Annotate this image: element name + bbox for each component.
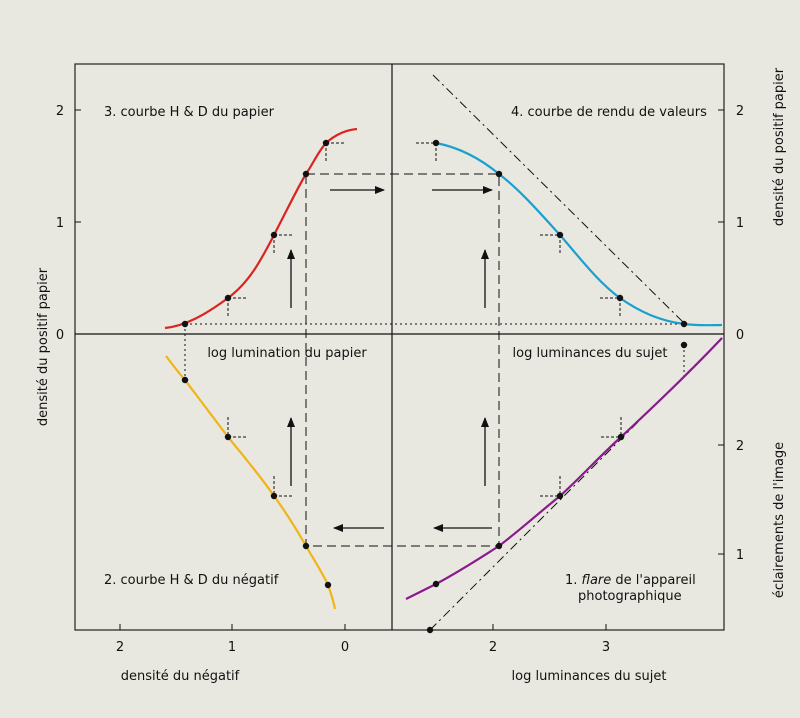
q1-title-line2: photographique — [578, 589, 682, 604]
q4-title: 4. courbe de rendu de valeurs — [511, 105, 707, 120]
bottom-left-axis-label: densité du négatif — [121, 669, 240, 684]
bottom-left-tick-0: 0 — [341, 640, 349, 655]
right-tick-lower-2: 2 — [736, 439, 744, 454]
right-lower-axis-label: éclairements de l'image — [772, 442, 787, 598]
paper-curve — [164, 127, 358, 330]
right-tick-upper-0: 0 — [736, 328, 744, 343]
right-tick-upper-2: 2 — [736, 104, 744, 119]
bottom-right-tick-3: 3 — [602, 640, 610, 655]
bottom-right-tick-2: 2 — [489, 640, 497, 655]
right-tick-lower-1: 1 — [736, 548, 744, 563]
right-tick-upper-1: 1 — [736, 216, 744, 231]
diagonal-upper — [432, 74, 686, 325]
mid-left-axis-label: log lumination du papier — [207, 346, 367, 361]
left-axis-label: densité du positif papier — [36, 267, 51, 426]
negative-curve — [165, 355, 337, 610]
plot-frame — [74, 63, 725, 631]
bottom-x-ticks: 2 1 0 2 3 — [116, 624, 610, 655]
q1-title-prefix: 1. — [565, 573, 582, 588]
mid-right-axis-label: log luminances du sujet — [513, 346, 668, 361]
q1-title-italic: flare — [582, 573, 612, 588]
q1-title-suffix: de l'appareil — [611, 573, 695, 588]
left-y-ticks: 2 1 0 — [56, 104, 81, 343]
flare-curve — [405, 337, 723, 600]
curve-points — [181, 139, 688, 634]
right-y-ticks: 2 1 0 2 1 — [718, 104, 744, 563]
bottom-left-tick-2: 2 — [116, 640, 124, 655]
right-upper-axis-label: densité du positif papier — [772, 67, 787, 226]
bottom-left-tick-1: 1 — [228, 640, 236, 655]
value-curve — [435, 141, 723, 327]
left-tick-0: 0 — [56, 328, 64, 343]
flow-arrows — [287, 186, 493, 532]
q3-title: 3. courbe H & D du papier — [104, 105, 275, 120]
left-tick-1: 1 — [56, 216, 64, 231]
left-tick-2: 2 — [56, 104, 64, 119]
q2-title: 2. courbe H & D du négatif — [104, 573, 279, 588]
q1-title: 1. flare de l'appareil — [565, 573, 696, 588]
bottom-right-axis-label: log luminances du sujet — [512, 669, 667, 684]
